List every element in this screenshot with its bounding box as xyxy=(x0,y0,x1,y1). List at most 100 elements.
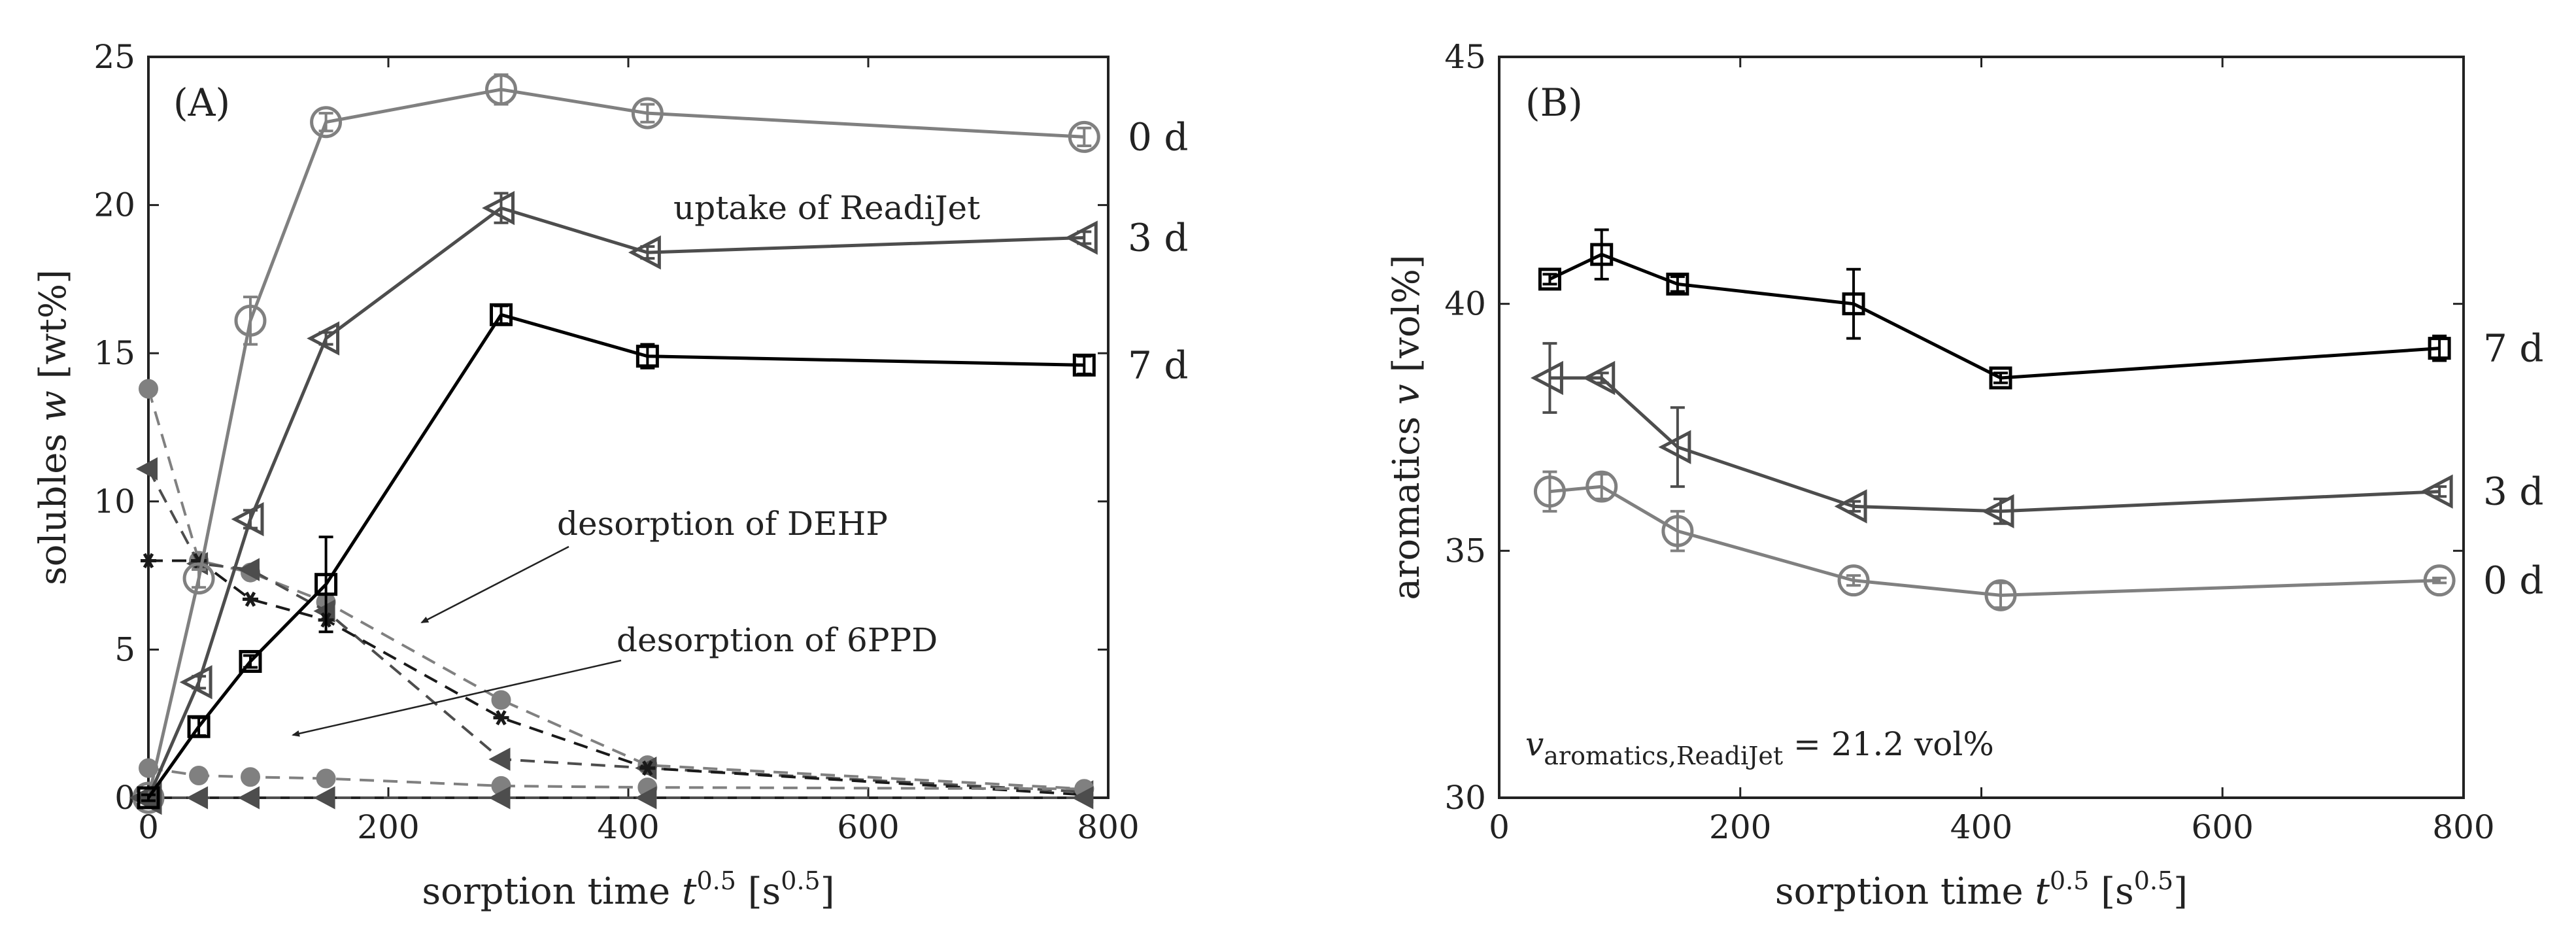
end-label-7d: 7 d xyxy=(1128,343,1188,387)
y-tick-label: 10 xyxy=(93,483,135,521)
uptake-0d-point xyxy=(631,97,664,129)
panel-b-series xyxy=(1531,228,2456,611)
uptake-7d-point xyxy=(137,786,160,810)
x-label-var: t xyxy=(682,870,697,913)
uptake-0d-point xyxy=(1068,120,1100,153)
annotation-aromatics-readijet: varomatics,ReadiJet = 21.2 vol% xyxy=(1525,725,1994,770)
x-tick-label: 800 xyxy=(2432,808,2494,846)
x-tick-label: 400 xyxy=(1950,808,2012,846)
desorption-4-point xyxy=(186,786,209,810)
annotation-desorption-6ppd: desorption of 6PPD xyxy=(617,621,938,659)
y-tick-label: 40 xyxy=(1444,285,1486,323)
x-tick-label: 600 xyxy=(2192,808,2254,846)
uptake-3d-line xyxy=(146,206,1085,798)
arrow-6ppd xyxy=(292,659,622,737)
panel-a-plot-frame xyxy=(147,56,1110,799)
annotation-uptake: uptake of ReadiJet xyxy=(673,189,980,227)
y-tick-label: 15 xyxy=(93,334,135,372)
aromatics-7d-point xyxy=(2428,337,2451,360)
uptake-7d-point xyxy=(314,573,338,596)
aromatics-0d-series xyxy=(1533,470,2456,611)
end-label-3d: 3 d xyxy=(1128,215,1188,260)
x-label-text: sorption time xyxy=(422,870,682,913)
uptake-3d-point xyxy=(179,665,212,700)
desorption-4-point xyxy=(635,786,657,810)
desorption-3-point xyxy=(240,767,260,787)
desorption-2-point xyxy=(242,591,258,607)
x-tick-label: 0 xyxy=(138,808,159,846)
end-label-0d: 0 d xyxy=(1128,114,1188,159)
desorption-4-point xyxy=(488,786,511,810)
panel-b-label: (B) xyxy=(1525,80,1583,125)
aromatics-3d-line xyxy=(1550,376,2440,513)
desorption-3-line xyxy=(148,766,1085,791)
panel-b-x-axis-label: sorption time t0.5 [s0.5] xyxy=(1775,866,2188,913)
aromatics-3d-point xyxy=(2420,474,2453,509)
x-label-text: sorption time xyxy=(1775,870,2035,913)
uptake-3d-point xyxy=(129,780,162,815)
x-tick-label: 400 xyxy=(597,808,659,846)
y-label-unit: [vol%] xyxy=(1385,254,1428,384)
uptake-7d-point xyxy=(1072,353,1096,377)
annotation-desorption-dehp: desorption of DEHP xyxy=(557,505,888,543)
y-tick-label: 5 xyxy=(114,630,135,668)
end-label-7d: 7 d xyxy=(2483,326,2543,371)
panel-a-label: (A) xyxy=(173,80,230,125)
x-label-unit: [s xyxy=(736,870,781,913)
x-tick-label: 200 xyxy=(357,808,419,846)
panel-a-uptake-series xyxy=(129,73,1100,815)
desorption-2-point-stroke xyxy=(496,709,507,726)
panel-a-chart: 0 200 400 600 800 0 5 10 15 20 25 (A) sorption ti… xyxy=(32,38,1188,913)
x-label-var: t xyxy=(2035,870,2050,913)
desorption-4-point xyxy=(313,786,335,810)
desorption-4-point xyxy=(1072,786,1094,810)
desorption-2-point xyxy=(493,709,509,726)
aromatics-7d-point xyxy=(1842,292,1865,316)
uptake-0d-point xyxy=(310,106,343,139)
panel-b-y-ticks: 30 35 40 45 xyxy=(1444,38,2464,817)
y-tick-label: 45 xyxy=(1444,38,1486,76)
uptake-7d-point xyxy=(187,715,211,738)
aromatics-3d-point xyxy=(1658,430,1691,464)
desorption-2-series xyxy=(141,553,1093,803)
aromatics-3d-point xyxy=(1834,489,1867,524)
desorption-2-point-stroke xyxy=(642,760,653,776)
aromatics-0d-point xyxy=(1533,475,1566,508)
desorption-0-point xyxy=(139,379,158,399)
x-label-unit-sup: 0.5 xyxy=(781,866,820,895)
uptake-7d-point xyxy=(636,345,659,368)
desorption-2-point xyxy=(141,553,156,569)
panel-b-x-ticks: 0 200 400 600 800 xyxy=(1489,57,2495,846)
aromatics-3d-point xyxy=(1981,494,2014,529)
end-label-3d: 3 d xyxy=(2483,470,2543,514)
aromatics-3d-series xyxy=(1531,342,2453,529)
desorption-2-line xyxy=(148,559,1085,796)
arrow-dehp xyxy=(420,545,569,624)
uptake-3d-point xyxy=(307,321,340,356)
x-tick-label: 600 xyxy=(837,808,899,846)
aromatics-3d-point xyxy=(1531,360,1563,396)
uptake-0d-point xyxy=(182,562,215,595)
x-label-unit: [s xyxy=(2089,870,2133,913)
x-label-close: ] xyxy=(2173,870,2188,913)
aromatics-0d-point xyxy=(1585,470,1618,503)
x-label-sup: 0.5 xyxy=(696,866,736,895)
y-label-unit: [wt%] xyxy=(32,269,75,390)
aromatics-0d-point xyxy=(1984,579,2017,611)
y-label-text: solubles xyxy=(32,422,75,585)
desorption-2-point-stroke xyxy=(245,591,256,607)
uptake-0d-point xyxy=(234,304,267,337)
aromatics-3d-point xyxy=(1582,360,1616,396)
uptake-0d-point xyxy=(484,73,517,106)
panel-a-x-ticks: 0 200 400 600 800 xyxy=(138,57,1140,846)
y-tick-label: 25 xyxy=(93,38,135,76)
aromatics-7d-point xyxy=(1666,272,1689,296)
desorption-2-point xyxy=(639,760,656,776)
aromatics-0d-point xyxy=(1837,564,1870,597)
annotation-value: = 21.2 vol% xyxy=(1783,725,1994,763)
desorption-3-series xyxy=(139,758,1094,799)
annotation-var: v xyxy=(1525,725,1544,763)
uptake-7d-line xyxy=(146,313,1085,799)
